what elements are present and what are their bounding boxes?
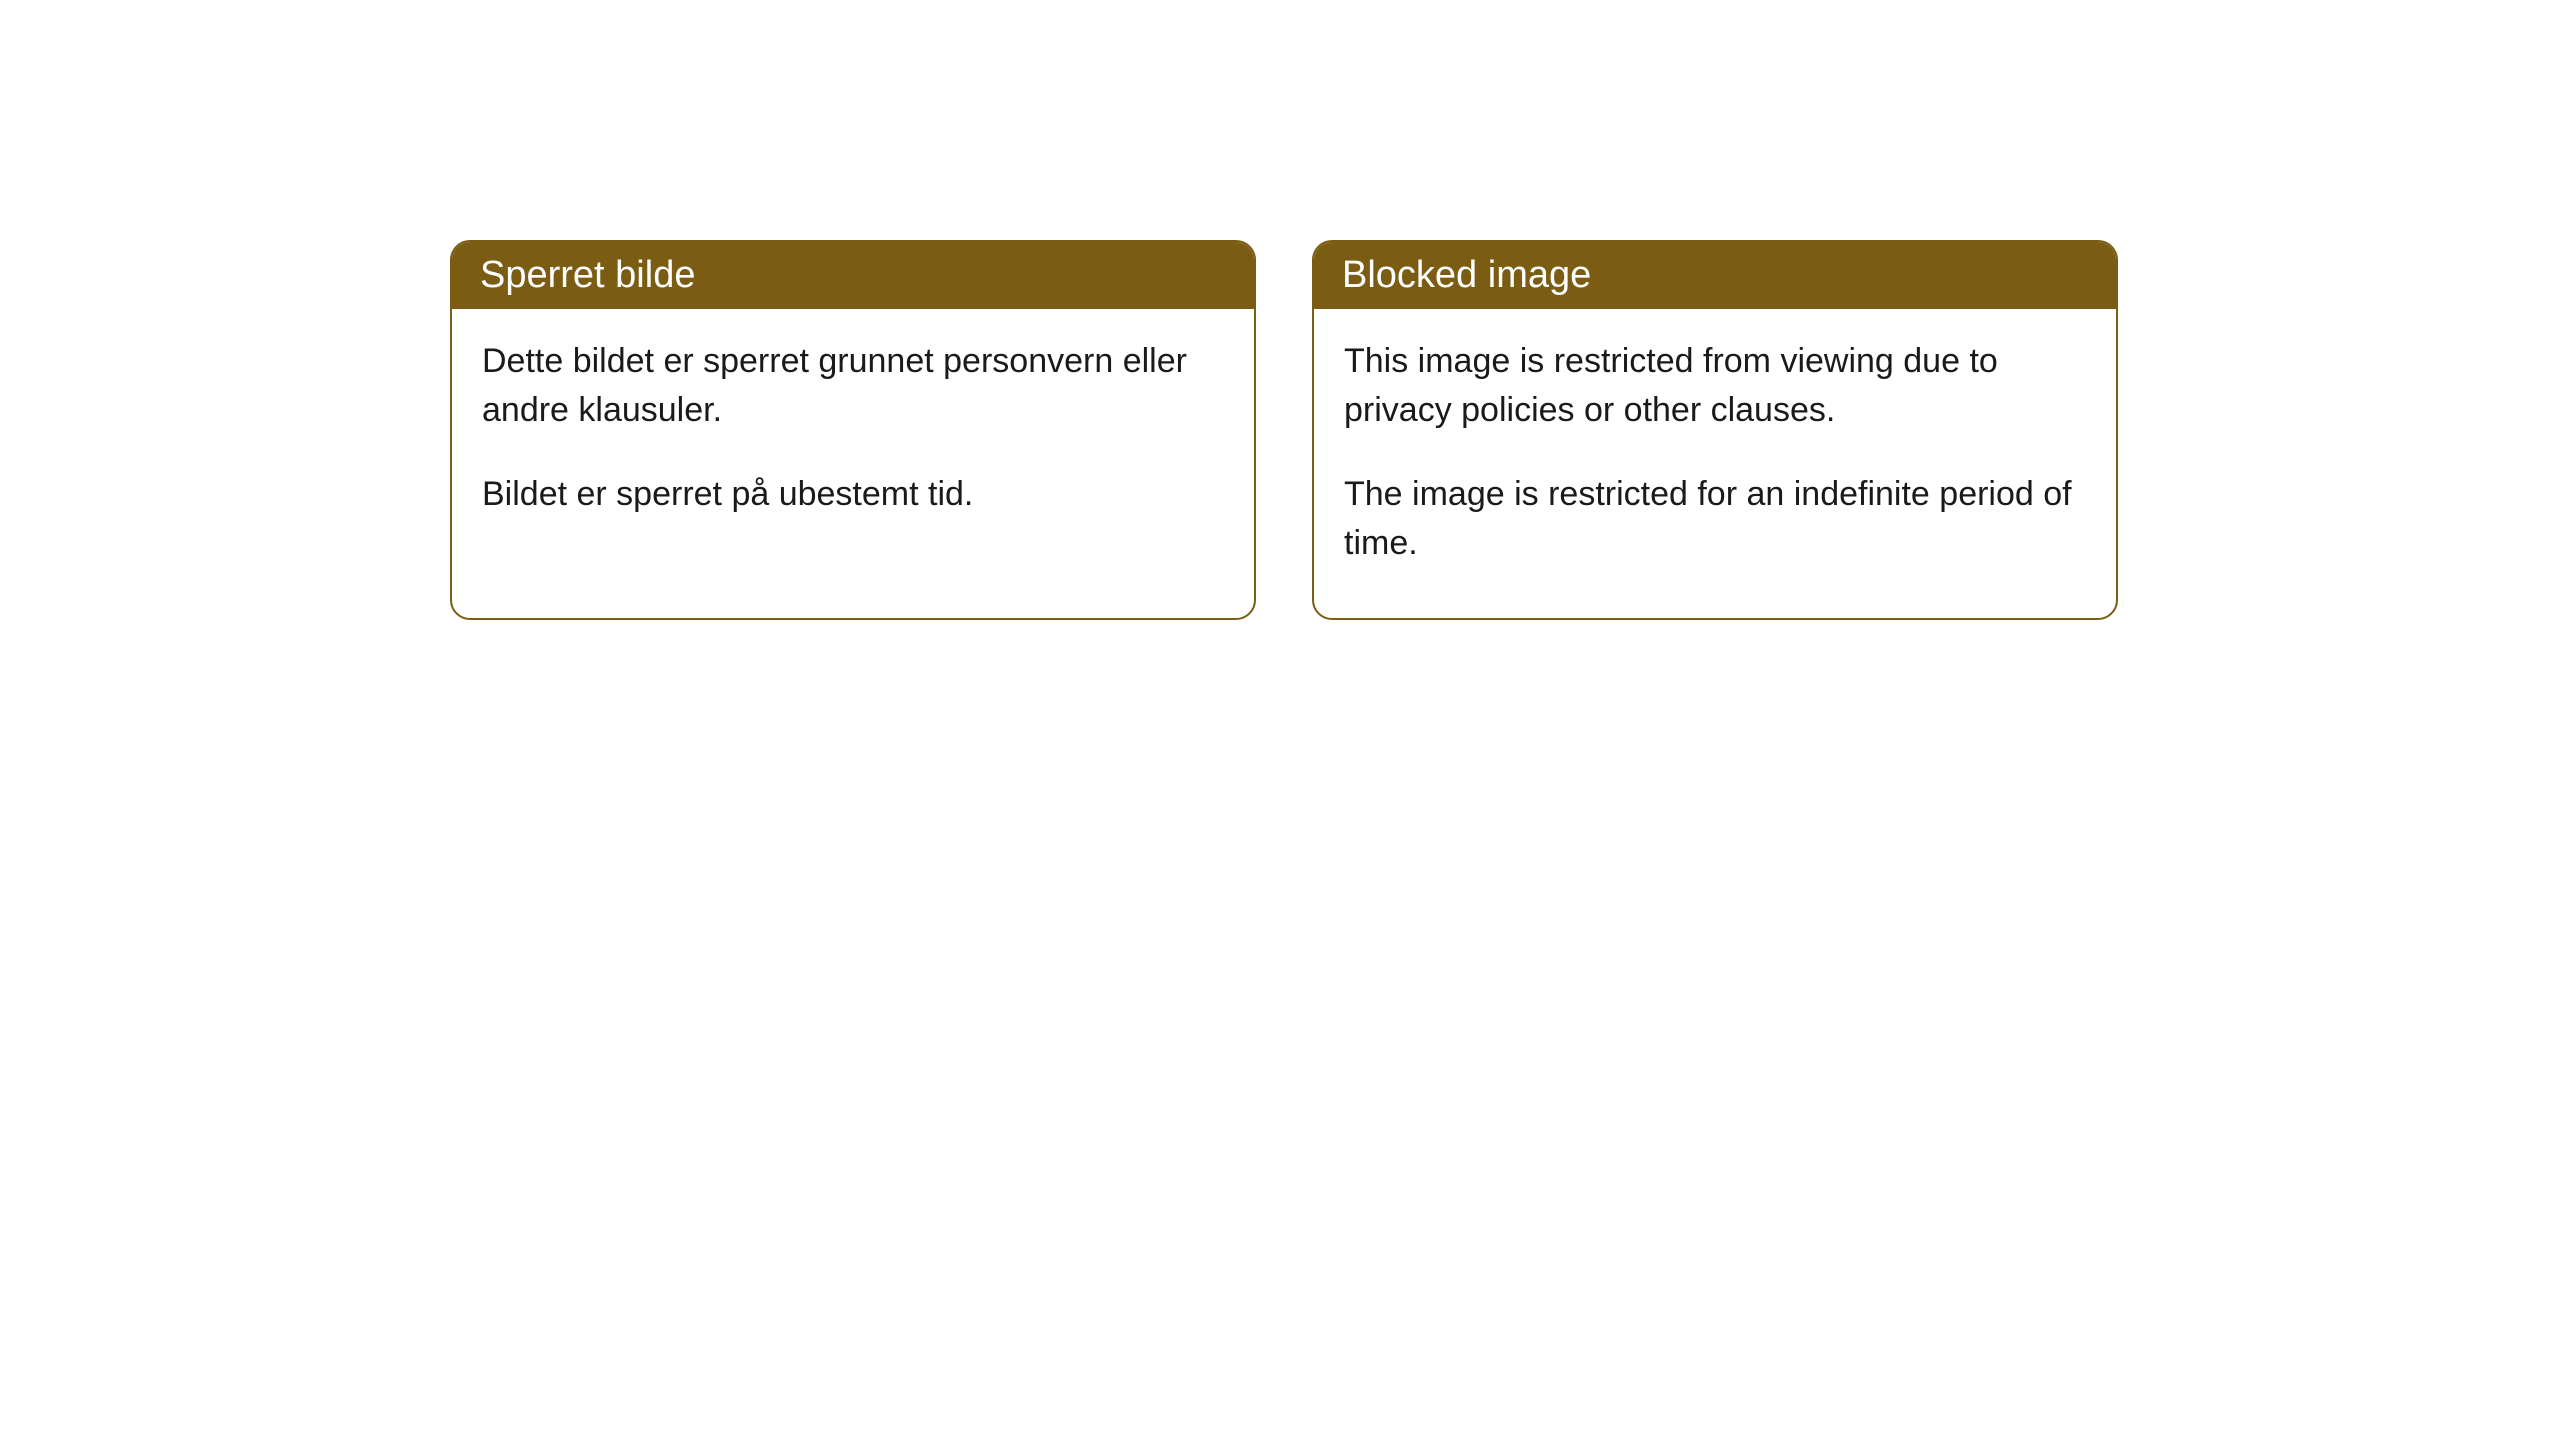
- card-paragraph-1-norwegian: Dette bildet er sperret grunnet personve…: [482, 337, 1224, 436]
- blocked-image-card-english: Blocked image This image is restricted f…: [1312, 240, 2118, 620]
- card-paragraph-2-norwegian: Bildet er sperret på ubestemt tid.: [482, 470, 1224, 519]
- card-body-norwegian: Dette bildet er sperret grunnet personve…: [452, 309, 1254, 569]
- card-body-english: This image is restricted from viewing du…: [1314, 309, 2116, 618]
- notice-cards-container: Sperret bilde Dette bildet er sperret gr…: [450, 240, 2118, 620]
- card-paragraph-2-english: The image is restricted for an indefinit…: [1344, 470, 2086, 569]
- card-title-norwegian: Sperret bilde: [452, 242, 1254, 309]
- card-paragraph-1-english: This image is restricted from viewing du…: [1344, 337, 2086, 436]
- card-title-english: Blocked image: [1314, 242, 2116, 309]
- blocked-image-card-norwegian: Sperret bilde Dette bildet er sperret gr…: [450, 240, 1256, 620]
